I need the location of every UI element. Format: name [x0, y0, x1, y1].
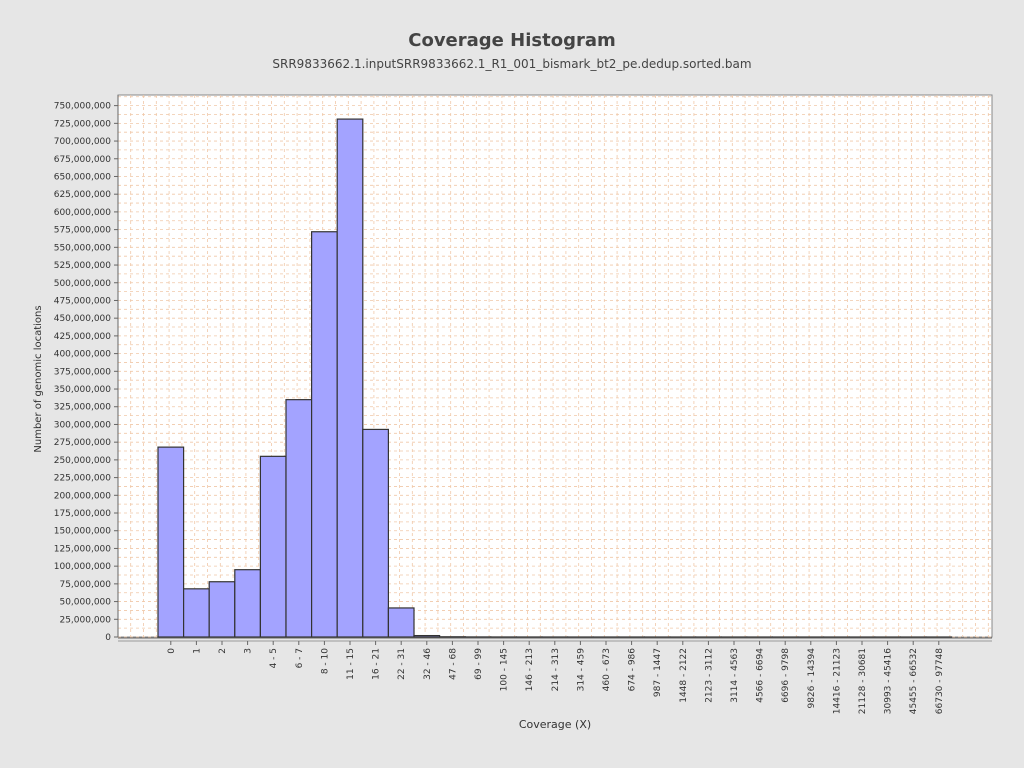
y-tick-label: 75,000,000	[59, 580, 111, 590]
chart-title: Coverage Histogram	[408, 30, 616, 51]
x-tick-label: 1448 - 2122	[679, 648, 689, 703]
histogram-bar	[208, 581, 236, 638]
y-tick-label: 400,000,000	[54, 350, 112, 360]
x-tick-label: 0	[167, 648, 177, 654]
y-tick-label: 200,000,000	[54, 491, 112, 501]
y-tick-label: 700,000,000	[54, 137, 112, 147]
histogram-bar	[413, 634, 441, 638]
x-tick-label: 3	[244, 648, 254, 654]
histogram-bar	[336, 118, 364, 638]
histogram-bar	[259, 455, 287, 638]
x-tick-label: 4 - 5	[269, 648, 279, 668]
y-tick-label: 250,000,000	[54, 456, 112, 466]
y-tick-label: 650,000,000	[54, 172, 112, 182]
y-tick-label: 300,000,000	[54, 420, 112, 430]
x-tick-label: 32 - 46	[423, 648, 433, 680]
histogram-bar	[157, 446, 185, 638]
y-tick-label: 150,000,000	[54, 527, 112, 537]
x-axis-label: Coverage (X)	[519, 718, 591, 731]
chart-subtitle: SRR9833662.1.inputSRR9833662.1_R1_001_bi…	[272, 57, 752, 71]
histogram-bar	[183, 588, 210, 638]
y-tick-label: 500,000,000	[54, 279, 112, 289]
y-tick-label: 725,000,000	[54, 119, 112, 129]
y-tick-label: 475,000,000	[54, 296, 112, 306]
x-tick-label: 2	[218, 648, 228, 654]
x-tick-label: 214 - 313	[551, 648, 561, 691]
histogram-bar	[387, 607, 415, 638]
x-tick-label: 11 - 15	[346, 648, 356, 680]
x-tick-label: 66730 - 97748	[935, 648, 945, 715]
x-tick-label: 987 - 1447	[653, 648, 663, 697]
x-tick-label: 9826 - 14394	[807, 648, 817, 709]
x-tick-label: 2123 - 3112	[704, 648, 714, 703]
y-tick-label: 25,000,000	[59, 615, 111, 625]
x-tick-label: 100 - 145	[500, 648, 510, 691]
y-tick-label: 125,000,000	[54, 544, 112, 554]
x-tick-label: 6696 - 9798	[781, 648, 791, 703]
y-tick-label: 100,000,000	[54, 562, 112, 572]
histogram-bar	[285, 399, 313, 638]
x-tick-label: 14416 - 21123	[832, 648, 842, 714]
x-tick-label: 16 - 21	[372, 648, 382, 680]
bars	[157, 118, 953, 638]
y-tick-label: 175,000,000	[54, 509, 112, 519]
y-axis-label: Number of genomic locations	[33, 305, 44, 452]
x-tick-label: 6 - 7	[295, 648, 305, 668]
y-tick-label: 600,000,000	[54, 208, 112, 218]
y-tick-label: 350,000,000	[54, 385, 112, 395]
x-tick-label: 8 - 10	[320, 648, 330, 674]
x-tick-label: 21128 - 30681	[858, 648, 868, 714]
y-tick-label: 325,000,000	[54, 403, 112, 413]
y-tick-label: 625,000,000	[54, 190, 112, 200]
x-tick-label: 4566 - 6694	[756, 648, 766, 703]
y-tick-label: 50,000,000	[59, 598, 111, 608]
y-tick-label: 675,000,000	[54, 155, 112, 165]
y-tick-label: 425,000,000	[54, 332, 112, 342]
histogram-bar	[311, 231, 338, 638]
y-ticks: 0 25,000,000 50,000,000 75,000,000 100,000,0…	[54, 102, 118, 643]
x-tick-label: 30993 - 45416	[884, 648, 894, 715]
y-tick-label: 575,000,000	[54, 226, 112, 236]
y-tick-label: 275,000,000	[54, 438, 112, 448]
plot-area	[117, 94, 993, 638]
x-tick-label: 45455 - 66532	[909, 648, 919, 714]
y-tick-label: 750,000,000	[54, 102, 112, 112]
x-tick-label: 314 - 459	[576, 648, 586, 692]
grid	[118, 95, 992, 638]
y-tick-label: 550,000,000	[54, 243, 112, 253]
y-tick-label: 525,000,000	[54, 261, 112, 271]
y-tick-label: 450,000,000	[54, 314, 112, 324]
histogram-bar	[234, 569, 262, 638]
x-tick-label: 47 - 68	[448, 648, 458, 680]
x-ticks: 0 1 2 3 4 - 5 6 - 7 8 - 10 11 - 15 16 - 21 22 - 3…	[167, 641, 945, 714]
x-tick-label: 674 - 986	[628, 648, 638, 692]
x-tick-label: 3114 - 4563	[730, 648, 740, 703]
y-tick-label: 225,000,000	[54, 474, 112, 484]
x-tick-label: 1	[192, 648, 202, 654]
y-tick-label: 0	[105, 633, 111, 643]
x-tick-label: 460 - 673	[602, 648, 612, 691]
histogram-bar	[362, 428, 389, 638]
x-tick-label: 146 - 213	[525, 648, 535, 691]
x-tick-label: 69 - 99	[474, 648, 484, 680]
y-tick-label: 375,000,000	[54, 367, 112, 377]
x-tick-label: 22 - 31	[397, 648, 407, 680]
